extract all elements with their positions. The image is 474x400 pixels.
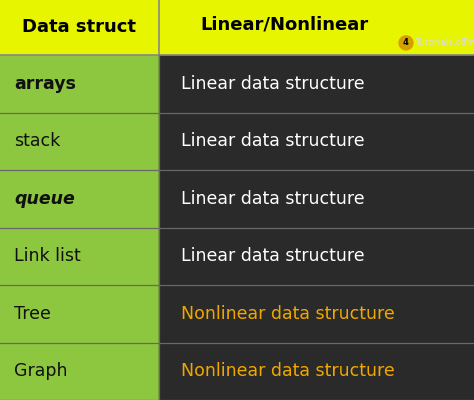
Text: T: T bbox=[461, 38, 469, 47]
Bar bbox=[0, 112, 159, 170]
Bar bbox=[0, 285, 159, 342]
Bar bbox=[0, 342, 159, 400]
Bar bbox=[159, 55, 474, 112]
Bar bbox=[159, 342, 474, 400]
Text: Linear data structure: Linear data structure bbox=[181, 190, 365, 208]
Text: arrays: arrays bbox=[14, 75, 76, 93]
Text: Nonlinear data structure: Nonlinear data structure bbox=[181, 305, 394, 323]
Bar bbox=[0, 228, 159, 285]
Bar bbox=[159, 285, 474, 342]
Bar bbox=[159, 228, 474, 285]
Bar bbox=[159, 112, 474, 170]
Text: Linear data structure: Linear data structure bbox=[181, 75, 365, 93]
Bar bbox=[0, 0, 474, 55]
Circle shape bbox=[399, 36, 413, 50]
Text: queue: queue bbox=[14, 190, 75, 208]
Bar bbox=[0, 170, 159, 228]
Text: Linear data structure: Linear data structure bbox=[181, 247, 365, 265]
Bar bbox=[0, 55, 159, 112]
Text: Graph: Graph bbox=[14, 362, 68, 380]
Text: Data struct: Data struct bbox=[22, 18, 137, 36]
Text: Linear data structure: Linear data structure bbox=[181, 132, 365, 150]
Text: 4: 4 bbox=[403, 38, 409, 47]
Text: stack: stack bbox=[14, 132, 61, 150]
Bar bbox=[159, 170, 474, 228]
Text: Tutorials.com: Tutorials.com bbox=[415, 38, 474, 47]
Text: Link list: Link list bbox=[14, 247, 81, 265]
Text: Tree: Tree bbox=[14, 305, 51, 323]
Text: Nonlinear data structure: Nonlinear data structure bbox=[181, 362, 394, 380]
Text: Linear/Nonlinear: Linear/Nonlinear bbox=[201, 16, 369, 34]
